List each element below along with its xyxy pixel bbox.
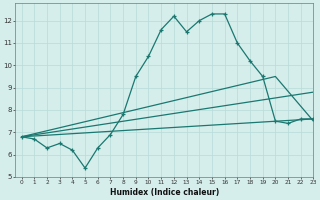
X-axis label: Humidex (Indice chaleur): Humidex (Indice chaleur) (110, 188, 219, 197)
